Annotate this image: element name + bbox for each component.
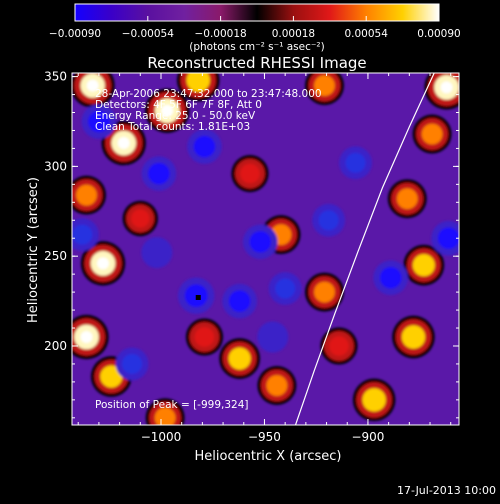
annotation-counts: Clean Total counts: 1.81E+03	[95, 121, 250, 133]
heatmap-negative	[88, 110, 110, 133]
heatmap-source	[76, 184, 97, 206]
heatmap-source	[194, 327, 215, 347]
colorbar-ticks: −0.00090 −0.00054 −0.00018 0.00018 0.00054 0.…	[49, 16, 461, 40]
heatmap-negative	[437, 227, 459, 249]
colorbar-tick-label: 0.00018	[272, 28, 315, 40]
heatmap-source	[131, 209, 150, 228]
x-tick-label: −900	[351, 430, 384, 444]
heatmap-source	[240, 163, 260, 184]
timestamp: 17-Jul-2013 10:00	[396, 484, 496, 497]
colorbar-tick-label: 0.00090	[417, 28, 460, 40]
heatmap-source	[314, 75, 335, 96]
y-tick-label: 200	[44, 339, 67, 353]
x-tick-label: −1000	[141, 430, 182, 444]
heatmap-source	[186, 73, 210, 92]
heatmap-source	[329, 336, 349, 356]
x-tick-label: −950	[248, 430, 281, 444]
heatmap-source	[314, 281, 335, 303]
heatmap-source	[100, 365, 123, 388]
y-axis: 200 250 300 350	[44, 70, 459, 419]
heatmap-negative	[121, 353, 143, 375]
heatmap-source	[266, 375, 288, 396]
colorbar	[75, 4, 439, 21]
x-axis-label: Heliocentric X (arcsec)	[195, 449, 342, 464]
colorbar-units-label: (photons cm⁻² s⁻¹ asec⁻²)	[189, 41, 324, 53]
y-tick-label: 250	[44, 249, 67, 263]
x-axis: −1000 −950 −900	[77, 73, 452, 444]
heatmap-source-core	[86, 79, 99, 92]
heatmap-negative	[148, 162, 170, 185]
heatmap-source	[412, 254, 435, 277]
y-tick-label: 350	[44, 70, 67, 84]
observation-info: 28-Apr-2006 23:47:32.000 to 23:47:48.000…	[95, 88, 322, 133]
heatmap-negative	[147, 243, 167, 263]
heatmap-negative	[345, 152, 366, 173]
heatmap-source	[154, 407, 176, 425]
heatmap-negative	[275, 278, 296, 299]
heatmap-negative	[228, 290, 251, 312]
heatmap-negative	[72, 224, 93, 245]
heatmap-negative	[379, 267, 402, 289]
plot-frame	[71, 72, 460, 426]
heatmap-source-core	[117, 137, 130, 150]
heatmap-source-core	[161, 104, 174, 117]
y-tick-label: 300	[44, 159, 67, 173]
solar-limb	[294, 73, 435, 425]
heatmap-source-core	[97, 257, 110, 270]
colorbar-tick-label: −0.00090	[49, 28, 101, 40]
source-marker	[195, 294, 201, 300]
colorbar-tick-label: −0.00018	[194, 28, 246, 40]
heatmap-source	[228, 347, 251, 370]
plot-overlay	[195, 73, 435, 425]
peak-position-label: Position of Peak = [-999,324]	[95, 399, 249, 411]
heatmap-negative	[263, 327, 283, 347]
heatmap-source-core	[80, 331, 93, 343]
chart-title: Reconstructed RHESSI Image	[147, 54, 366, 72]
heatmap-source-core	[440, 81, 453, 94]
heatmap-negative	[249, 231, 272, 253]
annotation-energy-range: Energy Range: 25.0 - 50.0 keV	[95, 110, 256, 122]
y-axis-label: Heliocentric Y (arcsec)	[26, 177, 41, 323]
heatmap-source	[396, 188, 418, 210]
heatmap-negative	[318, 210, 339, 231]
heatmap-source	[401, 325, 426, 349]
colorbar-tick-label: −0.00054	[122, 28, 175, 40]
heatmap-negative	[193, 135, 216, 158]
colorbar-tick-label: 0.00054	[344, 28, 388, 40]
heatmap-image	[72, 73, 459, 425]
colorbar-frame	[74, 3, 440, 22]
annotation-time-range: 28-Apr-2006 23:47:32.000 to 23:47:48.000	[95, 88, 322, 100]
heatmap-source	[421, 123, 443, 145]
heatmap-source	[362, 388, 386, 412]
annotation-detectors: Detectors: 4F 5F 6F 7F 8F, Att 0	[95, 99, 262, 111]
